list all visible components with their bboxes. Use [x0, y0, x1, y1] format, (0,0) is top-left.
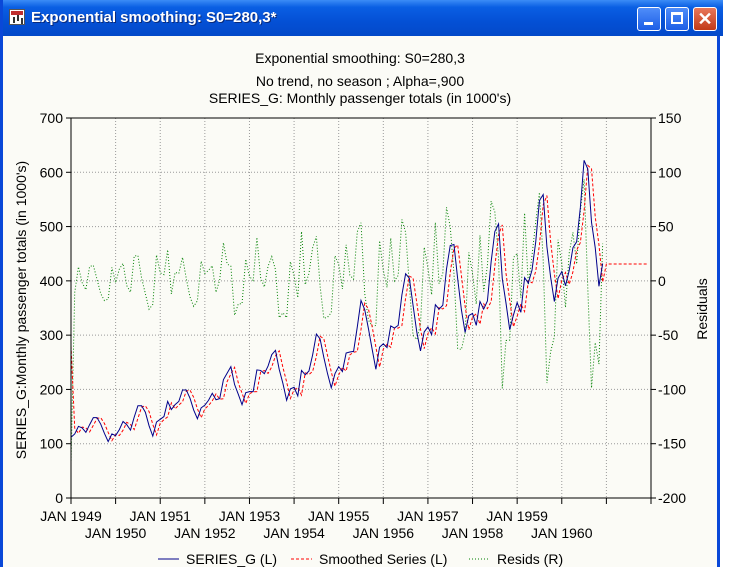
x-tick-label: JAN 1960: [531, 525, 593, 541]
y-tick-label: 500: [40, 219, 64, 235]
x-tick-label: JAN 1957: [397, 508, 459, 524]
chart-title: Exponential smoothing: S0=280,3: [255, 50, 465, 66]
y2-tick-label: 100: [658, 164, 682, 180]
y-tick-label: 300: [40, 327, 64, 343]
y2-tick-label: -150: [658, 436, 686, 452]
close-icon: ✕: [697, 9, 713, 29]
grid-lines: [71, 118, 651, 498]
y2-tick-label: 50: [658, 219, 674, 235]
x-tick-label: JAN 1949: [40, 508, 102, 524]
y-tick-label: 600: [40, 164, 64, 180]
legend: SERIES_G (L) Smoothed Series (L) Resids (R…: [158, 551, 563, 567]
chart-subtitle-1: No trend, no season ; Alpha=,900: [256, 73, 464, 89]
series-g-line: [70, 160, 604, 443]
maximize-icon: [671, 12, 683, 24]
legend-series-g-label: SERIES_G (L): [186, 551, 277, 567]
smoothed-series-line: [70, 164, 648, 442]
y-tick-label: 700: [40, 110, 64, 126]
y2-tick-label: -100: [658, 381, 686, 397]
x-tick-label: JAN 1958: [442, 525, 504, 541]
app-icon[interactable]: [9, 9, 25, 25]
legend-smoothed-label: Smoothed Series (L): [319, 551, 447, 567]
minimize-icon: [644, 22, 653, 25]
y2-tick-label: 150: [658, 110, 682, 126]
title-bar[interactable]: Exponential smoothing: S0=280,3* ✕: [3, 0, 723, 36]
series-layer: [70, 160, 648, 464]
x-tick-label: JAN 1952: [174, 525, 236, 541]
chart-area: Exponential smoothing: S0=280,3 No trend…: [13, 50, 710, 567]
chart-subtitle-2: SERIES_G: Monthly passenger totals (in 1…: [209, 90, 511, 106]
y-tick-label: 400: [40, 273, 64, 289]
y2-tick-label: 0: [658, 273, 666, 289]
plot-frame: [70, 117, 652, 499]
legend-resids-label: Resids (R): [497, 551, 563, 567]
x-tick-label: JAN 1959: [486, 508, 548, 524]
y-axis-label: SERIES_G:Monthly passenger totals (in 10…: [13, 161, 29, 459]
resids-series-line: [70, 179, 604, 464]
app-window: Exponential smoothing: S0=280,3* ✕ Expon…: [0, 0, 723, 567]
x-tick-label: JAN 1951: [129, 508, 191, 524]
y2-tick-label: -200: [658, 490, 686, 506]
x-tick-label: JAN 1955: [308, 508, 370, 524]
y-tick-label: 0: [55, 490, 63, 506]
x-tick-label: JAN 1956: [353, 525, 415, 541]
axis-tick-labels: 0 100 200 300 400 500 600 700 -200 -150 -100 -50 0 50…: [40, 110, 687, 541]
minimize-button[interactable]: [637, 7, 661, 31]
close-button[interactable]: ✕: [693, 7, 717, 31]
window-title: Exponential smoothing: S0=280,3*: [31, 9, 277, 26]
maximize-button[interactable]: [665, 7, 689, 31]
x-tick-label: JAN 1954: [263, 525, 325, 541]
y-tick-label: 200: [40, 381, 64, 397]
x-tick-label: JAN 1953: [219, 508, 281, 524]
y2-axis-label: Residuals: [694, 278, 710, 339]
y-tick-label: 100: [40, 436, 64, 452]
x-tick-label: JAN 1950: [85, 525, 147, 541]
y2-tick-label: -50: [658, 327, 678, 343]
